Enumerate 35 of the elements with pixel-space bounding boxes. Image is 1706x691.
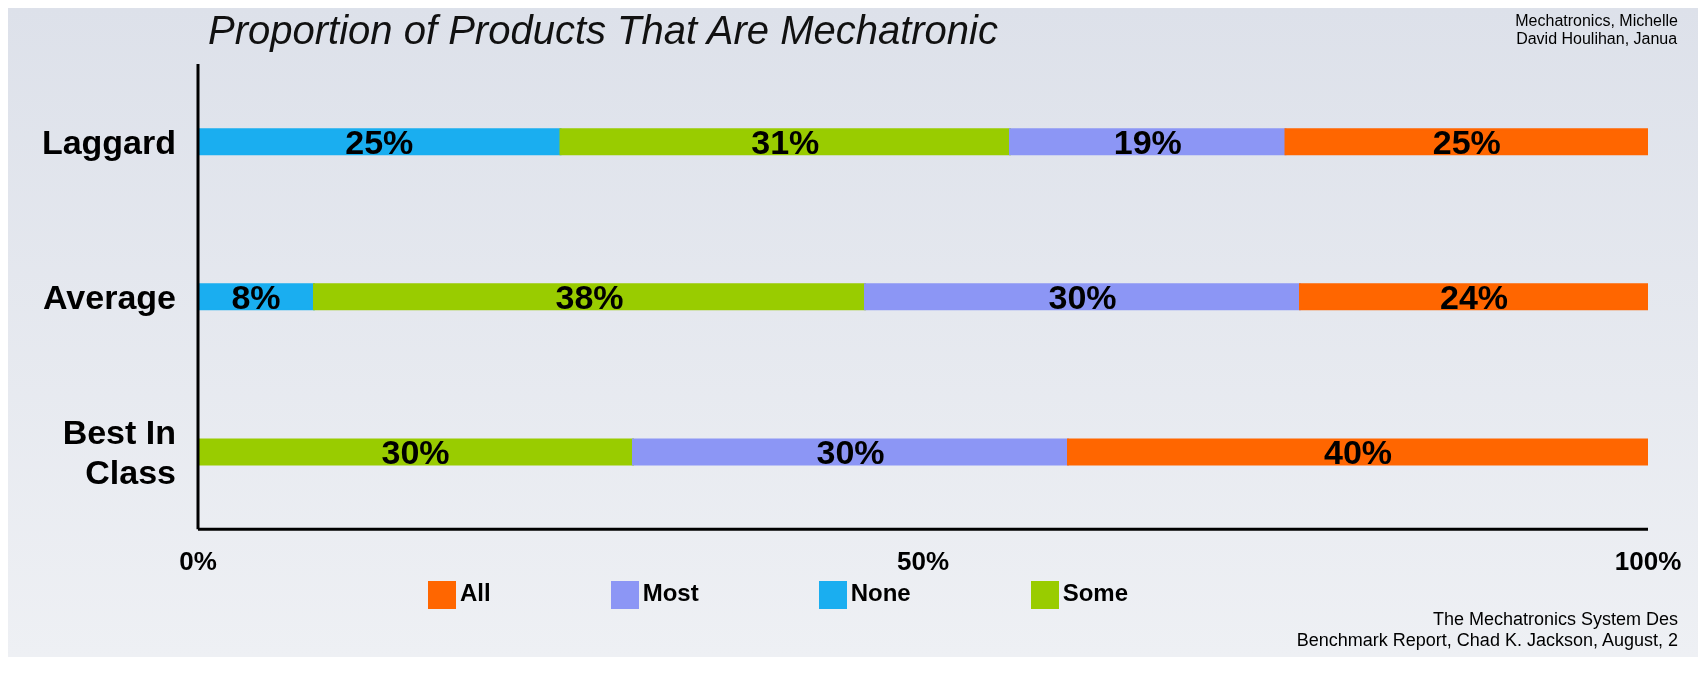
y-tick-label: Laggard <box>41 122 176 161</box>
bar <box>1299 283 1648 311</box>
data-label: 24% <box>1439 277 1509 316</box>
data-label: 8% <box>231 277 281 316</box>
legend-label: Some <box>1062 579 1129 607</box>
bar <box>559 128 1011 156</box>
bar <box>313 283 866 311</box>
text: David Houlihan, Janua <box>1515 30 1678 48</box>
data-label: 30% <box>381 432 450 471</box>
legend-label: None <box>850 579 911 607</box>
legend-label: Most <box>642 579 699 607</box>
data-label: 38% <box>555 277 624 316</box>
text: Benchmark Report, Chad K. Jackson, August, 2 <box>1295 630 1678 651</box>
x-tick-label: 50% <box>896 545 950 576</box>
text: Mechatronics, Michelle <box>1515 12 1678 30</box>
data-label: 25% <box>345 122 414 161</box>
y-tick-label: Best In Class <box>62 412 176 491</box>
bar <box>864 283 1301 311</box>
x-tick-label: 100% <box>1614 545 1682 576</box>
text: The Mechatronics System Des <box>1431 609 1678 630</box>
bar <box>632 438 1069 466</box>
data-label: 31% <box>751 122 820 161</box>
data-label: 25% <box>1432 122 1501 161</box>
bar <box>198 128 562 156</box>
bar <box>198 438 634 466</box>
bar <box>1067 438 1648 466</box>
data-label: 40% <box>1323 432 1393 471</box>
data-label: 30% <box>816 432 885 471</box>
data-label: 30% <box>1048 277 1117 316</box>
legend-label: All <box>459 579 491 607</box>
y-tick-label: Average <box>43 277 176 316</box>
chart-title: Proportion of Products That Are Mechatronic <box>208 8 998 53</box>
bar <box>1284 128 1648 156</box>
x-tick-label: 0% <box>179 545 217 576</box>
data-label: 19% <box>1113 122 1182 161</box>
